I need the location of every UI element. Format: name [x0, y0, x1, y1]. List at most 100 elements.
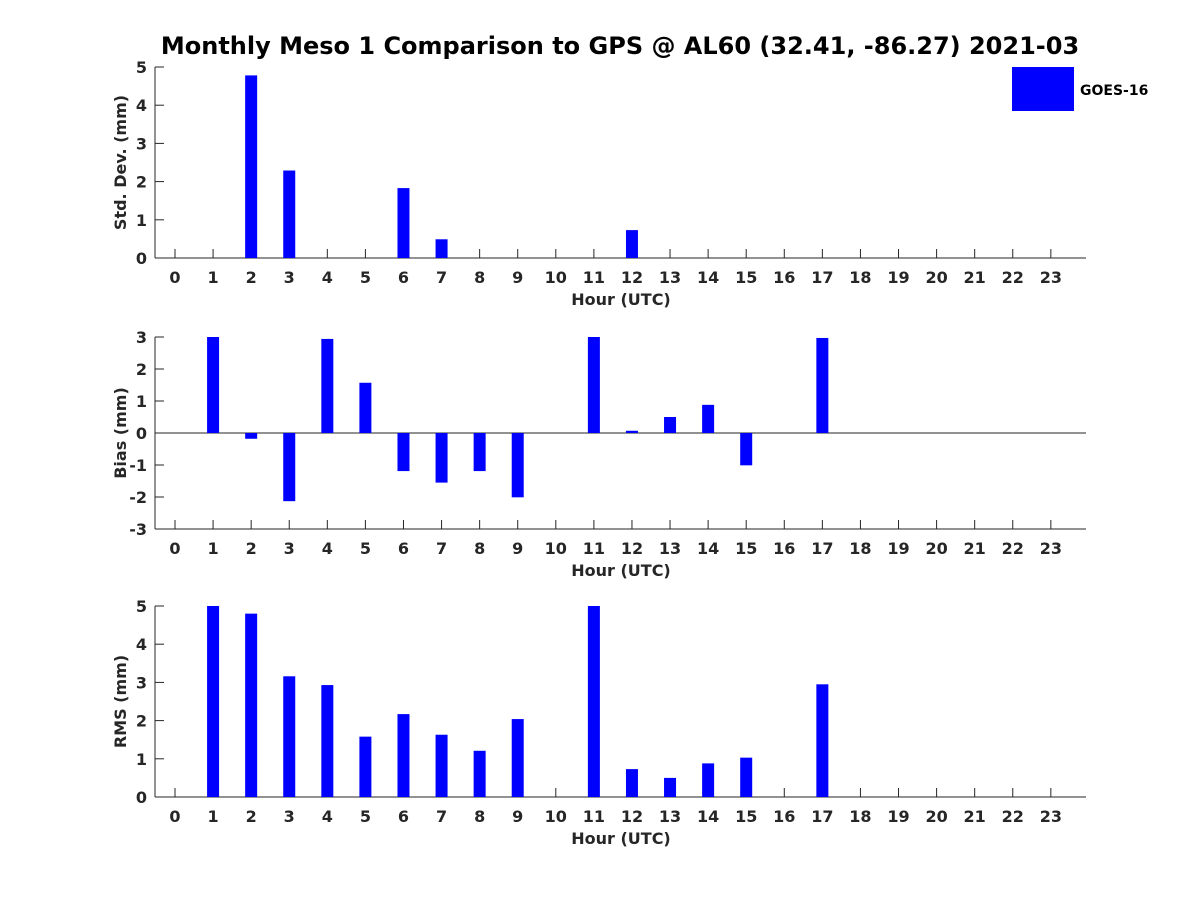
x-tick-label: 21 [964, 268, 986, 287]
x-tick-label: 7 [436, 807, 447, 826]
x-tick-label: 4 [322, 539, 333, 558]
x-tick-label: 16 [773, 539, 795, 558]
x-tick-label: 7 [436, 268, 447, 287]
bar-rms-hour-1 [207, 606, 220, 797]
x-tick-label: 6 [398, 539, 409, 558]
x-tick-label: 17 [811, 268, 833, 287]
x-tick-label: 21 [964, 807, 986, 826]
bar-bias-hour-14 [702, 404, 715, 433]
x-tick-label: 3 [284, 807, 295, 826]
x-tick-label: 9 [512, 268, 523, 287]
x-tick-label: 12 [621, 268, 643, 287]
x-tick-label: 1 [208, 539, 219, 558]
x-tick-label: 4 [322, 807, 333, 826]
x-tick-label: 5 [360, 539, 371, 558]
x-tick-label: 18 [849, 807, 871, 826]
bar-rms-hour-17 [816, 684, 829, 797]
legend: GOES-16 [1012, 67, 1148, 111]
y-tick-label: 3 [136, 134, 147, 153]
x-tick-label: 15 [735, 268, 757, 287]
x-tick-label: 17 [811, 807, 833, 826]
y-tick-label: 4 [136, 635, 147, 654]
bar-bias-hour-5 [359, 382, 372, 433]
y-tick-label: 4 [136, 96, 147, 115]
y-tick-label: 0 [136, 788, 147, 807]
y-axis-label: RMS (mm) [111, 655, 130, 748]
bar-std-hour-7 [435, 239, 448, 258]
x-tick-label: 21 [964, 539, 986, 558]
x-tick-label: 20 [925, 807, 947, 826]
bar-rms-hour-3 [283, 676, 296, 797]
x-tick-label: 1 [208, 807, 219, 826]
x-tick-label: 13 [659, 539, 681, 558]
x-tick-label: 14 [697, 807, 719, 826]
y-tick-label: 2 [136, 173, 147, 192]
bar-rms-hour-13 [664, 777, 677, 797]
x-tick-label: 19 [887, 807, 909, 826]
y-tick-label: 3 [136, 328, 147, 347]
bar-rms-hour-6 [397, 714, 410, 797]
legend-swatch [1012, 67, 1074, 111]
x-tick-label: 9 [512, 807, 523, 826]
bar-rms-hour-9 [511, 719, 524, 797]
bar-std-hour-2 [245, 75, 258, 259]
y-tick-label: 3 [136, 673, 147, 692]
y-tick-label: 0 [136, 249, 147, 268]
x-tick-label: 7 [436, 539, 447, 558]
x-tick-label: 6 [398, 268, 409, 287]
y-tick-label: -2 [129, 488, 147, 507]
x-tick-label: 2 [246, 539, 257, 558]
bar-bias-hour-11 [587, 337, 600, 433]
x-tick-label: 23 [1040, 807, 1062, 826]
x-tick-label: 14 [697, 268, 719, 287]
bar-std-hour-12 [625, 230, 638, 258]
x-tick-label: 5 [360, 268, 371, 287]
bar-bias-hour-2 [245, 433, 258, 439]
bar-bias-hour-9 [511, 433, 524, 498]
bar-rms-hour-14 [702, 763, 715, 797]
x-tick-label: 11 [583, 539, 605, 558]
y-tick-label: -1 [129, 456, 147, 475]
x-tick-label: 15 [735, 539, 757, 558]
bar-rms-hour-12 [625, 769, 638, 797]
x-tick-label: 16 [773, 268, 795, 287]
bar-bias-hour-3 [283, 433, 296, 502]
x-axis-label: Hour (UTC) [571, 829, 671, 848]
bar-rms-hour-15 [740, 757, 753, 797]
x-tick-label: 20 [925, 268, 947, 287]
x-tick-label: 18 [849, 539, 871, 558]
x-tick-label: 6 [398, 807, 409, 826]
bar-bias-hour-17 [816, 337, 829, 433]
x-tick-label: 19 [887, 268, 909, 287]
x-tick-label: 15 [735, 807, 757, 826]
x-tick-label: 13 [659, 268, 681, 287]
y-tick-label: 5 [136, 597, 147, 616]
x-tick-label: 0 [169, 268, 180, 287]
x-tick-label: 2 [246, 268, 257, 287]
bar-std-hour-3 [283, 170, 296, 258]
bar-std-hour-6 [397, 188, 410, 258]
bar-rms-hour-4 [321, 685, 334, 797]
x-tick-label: 13 [659, 807, 681, 826]
y-tick-label: -3 [129, 520, 147, 539]
bar-rms-hour-11 [587, 606, 600, 797]
x-tick-label: 16 [773, 807, 795, 826]
x-tick-label: 8 [474, 268, 485, 287]
y-tick-label: 0 [136, 424, 147, 443]
x-tick-label: 14 [697, 539, 719, 558]
x-tick-label: 22 [1002, 807, 1024, 826]
x-tick-label: 9 [512, 539, 523, 558]
x-axis-label: Hour (UTC) [571, 290, 671, 309]
bar-bias-hour-12 [625, 430, 638, 433]
x-tick-label: 18 [849, 268, 871, 287]
x-tick-label: 3 [284, 268, 295, 287]
x-tick-label: 1 [208, 268, 219, 287]
y-tick-label: 1 [136, 392, 147, 411]
bar-rms-hour-7 [435, 734, 448, 797]
legend-label: GOES-16 [1080, 83, 1148, 99]
x-tick-label: 19 [887, 539, 909, 558]
